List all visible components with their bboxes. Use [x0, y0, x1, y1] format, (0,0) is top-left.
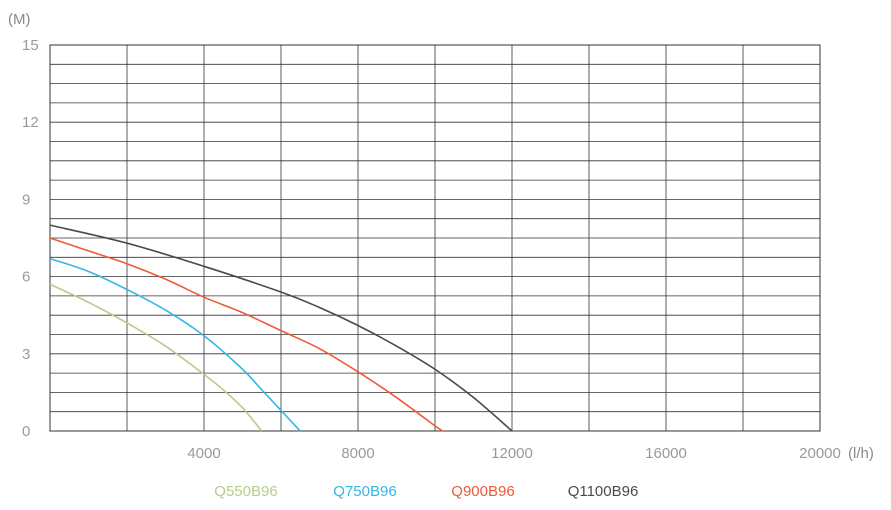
y-tick-label: 0	[22, 423, 30, 440]
y-tick-label: 3	[22, 346, 30, 363]
legend-item-q1100b96: Q1100B96	[568, 483, 639, 500]
x-tick-label: 8000	[341, 445, 374, 462]
series-layer	[49, 224, 513, 432]
x-tick-label: 16000	[645, 445, 687, 462]
y-axis-ticks: 0 3 6 9 12 15	[22, 37, 39, 440]
y-axis-label: (M)	[8, 11, 31, 28]
series-line-q900b96	[49, 237, 444, 432]
legend-item-q550b96: Q550B96	[214, 483, 277, 500]
legend: Q550B96 Q750B96 Q900B96 Q1100B96	[214, 483, 638, 500]
series-line-q1100b96	[49, 224, 513, 432]
legend-item-q900b96: Q900B96	[451, 483, 514, 500]
y-tick-label: 12	[22, 114, 39, 131]
grid	[49, 44, 821, 432]
y-tick-label: 6	[22, 269, 30, 286]
x-axis-ticks: 4000 8000 12000 16000 20000	[187, 445, 841, 462]
series-line-q750b96	[49, 257, 301, 432]
series-line-q550b96	[49, 283, 263, 432]
x-tick-label: 20000	[799, 445, 841, 462]
legend-item-q750b96: Q750B96	[333, 483, 396, 500]
y-tick-label: 9	[22, 191, 30, 208]
x-tick-label: 12000	[491, 445, 533, 462]
x-tick-label: 4000	[187, 445, 220, 462]
x-axis-label: (l/h)	[848, 445, 874, 462]
y-tick-label: 15	[22, 37, 39, 54]
